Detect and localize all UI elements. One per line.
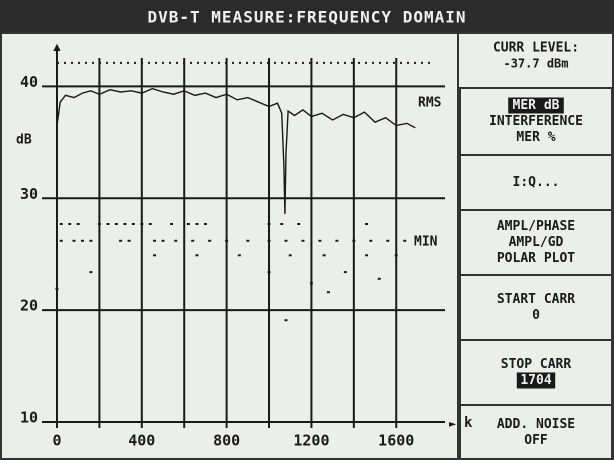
min-dot — [335, 239, 339, 242]
min-dot — [186, 222, 190, 225]
min-dot — [377, 277, 381, 280]
y-tick-label: 20 — [20, 297, 38, 315]
min-dot — [288, 254, 292, 257]
y-arrow: ▲ — [53, 40, 61, 54]
min-dot — [246, 239, 250, 242]
title-bar — [0, 0, 614, 33]
min-dot — [80, 239, 84, 242]
y-label: dB — [16, 133, 32, 148]
min-dot — [97, 222, 101, 225]
y-tick-label: 30 — [20, 185, 38, 203]
x-tick-label: 0 — [52, 432, 61, 450]
min-dot — [280, 222, 284, 225]
menu-text: INTERFERENCE — [489, 114, 583, 129]
min-dot — [322, 254, 326, 257]
selection-highlight — [516, 372, 556, 389]
min-dot — [403, 239, 407, 242]
min-dot — [326, 291, 330, 294]
menu-text: AMPL/PHASE — [497, 219, 575, 234]
menu-button — [459, 404, 613, 460]
level-label: CURR LEVEL: — [493, 41, 579, 56]
min-dot — [352, 239, 356, 242]
min-dot — [131, 222, 135, 225]
x-tick-label: 800 — [213, 432, 240, 450]
min-dot — [148, 222, 152, 225]
menu-text: ADD. NOISE — [497, 417, 575, 432]
min-dot — [343, 271, 347, 274]
min-dot — [55, 287, 59, 290]
x-tick-label: 1600 — [378, 432, 414, 450]
menu-text: 1704 — [520, 373, 551, 388]
min-dot — [309, 282, 313, 285]
min-dot — [123, 222, 127, 225]
min-dot — [106, 222, 110, 225]
min-dot — [68, 222, 72, 225]
menu-text: AMPL/GD — [509, 235, 564, 250]
level-value: -37.7 dBm — [503, 57, 568, 71]
menu-text: MER dB — [513, 98, 560, 113]
min-dot — [195, 222, 199, 225]
min-dot — [267, 222, 271, 225]
min-dot — [225, 239, 229, 242]
min-dot — [284, 239, 288, 242]
menu-text: I:Q... — [513, 175, 560, 190]
min-dot — [76, 222, 80, 225]
menu-text: OFF — [524, 433, 548, 448]
min-dot — [267, 271, 271, 274]
min-dot — [114, 222, 118, 225]
menu-text: 0 — [532, 308, 540, 323]
min-dot — [203, 222, 207, 225]
menu-text: STOP CARR — [501, 357, 572, 372]
min-dot — [161, 239, 165, 242]
min-dot — [284, 319, 288, 322]
series-label: RMS — [418, 96, 442, 111]
x-label: k — [464, 415, 473, 431]
menu-text: POLAR PLOT — [497, 251, 575, 266]
x-tick-label: 400 — [128, 432, 155, 450]
min-dot — [59, 222, 63, 225]
title: DVB-T MEASURE:FREQUENCY DOMAIN — [148, 8, 467, 27]
min-dot — [59, 239, 63, 242]
menu-text: MER % — [516, 130, 555, 145]
min-dot — [297, 222, 301, 225]
rms-line — [56, 87, 416, 214]
min-dot — [140, 222, 144, 225]
min-dot — [153, 254, 157, 257]
min-dot — [191, 239, 195, 242]
min-dot — [208, 239, 212, 242]
min-dot — [394, 254, 398, 257]
min-dot — [153, 239, 157, 242]
series-label: MIN — [414, 235, 438, 250]
y-tick-label: 10 — [20, 409, 38, 427]
y-tick-label: 40 — [20, 73, 38, 91]
min-dot — [195, 254, 199, 257]
min-dot — [365, 222, 369, 225]
min-dot — [318, 239, 322, 242]
min-dot — [365, 254, 369, 257]
min-dot — [369, 239, 373, 242]
min-dot — [72, 239, 76, 242]
x-arrow: ► — [449, 417, 457, 431]
menu-text: START CARR — [497, 292, 575, 307]
min-dot — [169, 222, 173, 225]
selection-highlight — [508, 97, 564, 114]
min-dot — [301, 239, 305, 242]
min-dot — [386, 239, 390, 242]
x-tick-label: 1200 — [293, 432, 329, 450]
min-dot — [174, 239, 178, 242]
min-dot — [127, 239, 131, 242]
min-dot — [119, 239, 123, 242]
min-dot — [89, 271, 93, 274]
min-dot — [237, 254, 241, 257]
min-dot — [267, 239, 271, 242]
min-dot — [89, 239, 93, 242]
